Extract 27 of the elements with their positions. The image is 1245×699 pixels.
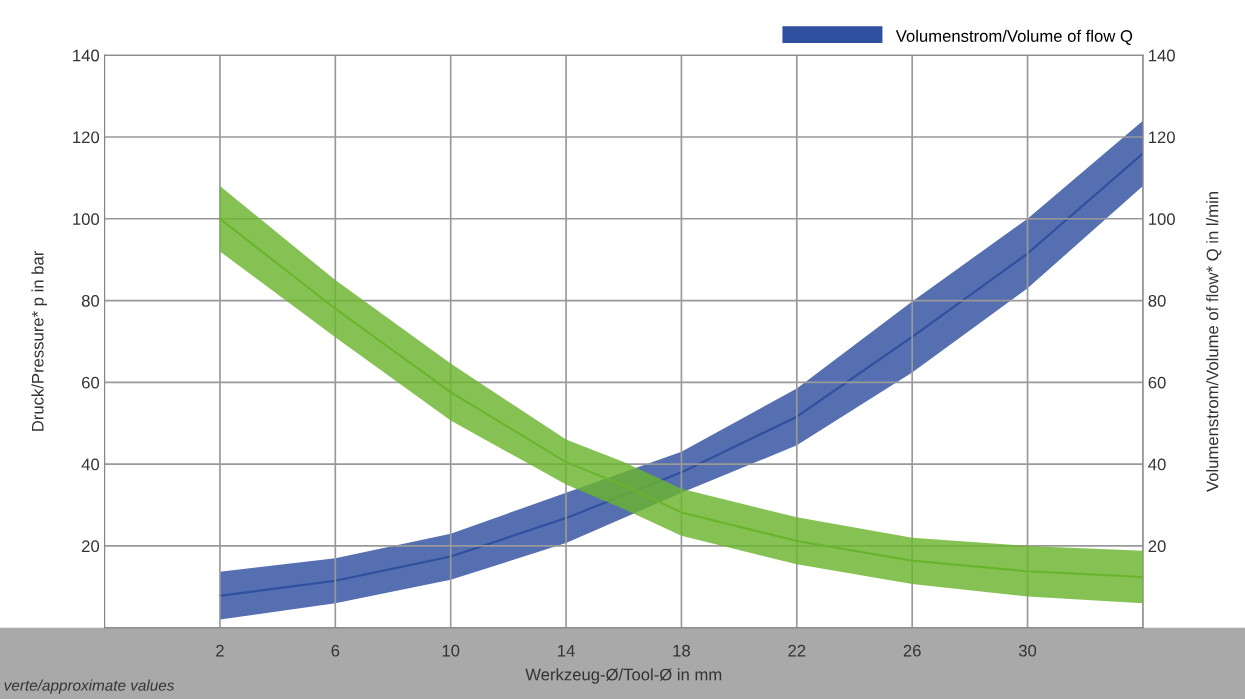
text: Volumenstrom/Volume of flow Q — [895, 29, 1133, 45]
x-tick-label: 10 — [442, 644, 460, 657]
y-axis-title: Druck/Pressure* p in bar — [31, 250, 47, 431]
y2-axis-title: Volumenstrom/Volume of flow* Q in l/min — [1206, 192, 1222, 492]
x-tick-label: 14 — [558, 644, 575, 657]
x-tick-label: 22 — [788, 644, 806, 657]
x-tick-label: 30 — [1018, 644, 1037, 657]
x-tick-label: 26 — [903, 644, 921, 657]
y-tick-label: 40 — [81, 458, 100, 471]
y-tick-label: 80 — [81, 294, 100, 307]
y2-tick-label: 140 — [1149, 49, 1175, 62]
x-axis-title: Werkzeug-Ø/Tool-Ø in mm — [525, 668, 722, 684]
y2-tick-label: 40 — [1148, 458, 1166, 471]
text: verte/approximate values — [4, 679, 175, 694]
y-tick-label: 60 — [82, 376, 100, 389]
y-tick-label: 120 — [73, 131, 100, 144]
x-tick-label: 6 — [331, 644, 340, 657]
x-tick-label: 18 — [673, 644, 690, 657]
y-tick-label: 20 — [82, 540, 100, 553]
y-tick-label: 100 — [73, 213, 100, 225]
y2-tick-label: 120 — [1149, 131, 1175, 144]
y2-tick-label: 60 — [1148, 376, 1166, 389]
y-tick-label: 140 — [73, 49, 100, 62]
x-tick-label: 2 — [216, 644, 224, 657]
y2-tick-label: 20 — [1148, 540, 1166, 553]
y2-tick-label: 80 — [1148, 294, 1166, 307]
y2-tick-label: 100 — [1149, 213, 1175, 225]
